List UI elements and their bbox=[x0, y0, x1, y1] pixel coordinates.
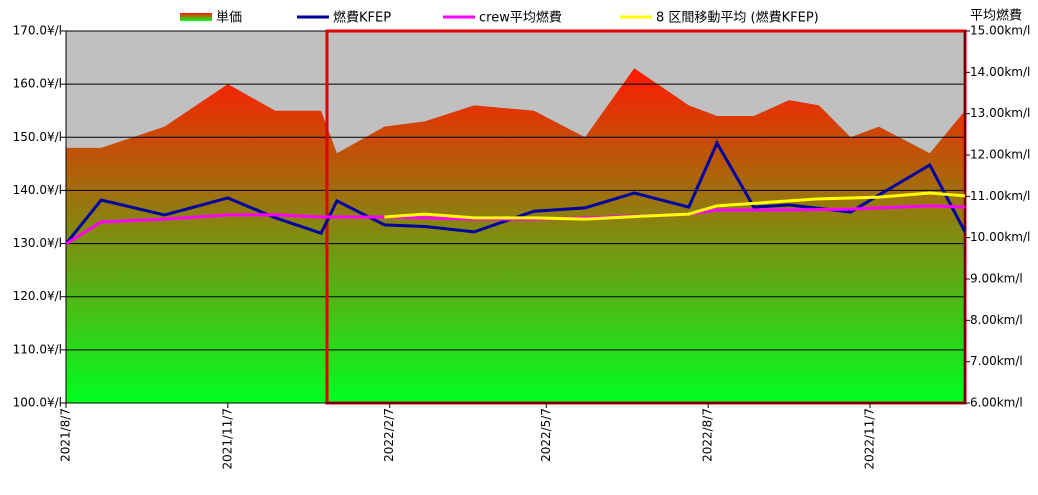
y-tick-label: 150.0¥/l bbox=[13, 130, 62, 144]
x-tick-label: 2022/11/7 bbox=[862, 408, 876, 470]
y-tick-label: 120.0¥/l bbox=[13, 289, 62, 303]
x-tick-label: 2022/2/7 bbox=[382, 408, 396, 462]
legend-label: 燃費KFEP bbox=[333, 10, 391, 26]
y2-tick-label: 15.00km/l bbox=[970, 24, 1030, 38]
y2-tick-label: 11.00km/l bbox=[970, 189, 1030, 203]
y-tick-label: 110.0¥/l bbox=[13, 342, 62, 356]
y2-tick-label: 8.00km/l bbox=[970, 313, 1023, 327]
y2-tick-label: 10.00km/l bbox=[970, 230, 1030, 244]
legend-swatch bbox=[180, 13, 212, 21]
x-tick-label: 2022/8/7 bbox=[701, 408, 715, 462]
legend-label: crew平均燃費 bbox=[479, 10, 562, 26]
y-tick-label: 100.0¥/l bbox=[13, 396, 62, 410]
legend-label: 単価 bbox=[216, 10, 242, 26]
y2-tick-label: 9.00km/l bbox=[970, 272, 1023, 286]
x-tick-label: 2022/5/7 bbox=[539, 408, 553, 462]
x-tick-label: 2021/8/7 bbox=[59, 408, 73, 462]
y-tick-label: 140.0¥/l bbox=[13, 183, 62, 197]
x-tick-label: 2021/11/7 bbox=[220, 408, 234, 470]
y-tick-label: 130.0¥/l bbox=[13, 236, 62, 250]
y-tick-label: 160.0¥/l bbox=[13, 77, 62, 91]
y2-axis-title: 平均燃費 bbox=[970, 8, 1022, 24]
y2-tick-label: 13.00km/l bbox=[970, 106, 1030, 120]
y2-tick-label: 7.00km/l bbox=[970, 354, 1023, 368]
legend-label: 8 区間移動平均 (燃費KFEP) bbox=[656, 10, 819, 26]
y2-tick-label: 14.00km/l bbox=[970, 65, 1030, 79]
y-tick-label: 170.0¥/l bbox=[13, 24, 62, 38]
area bbox=[66, 68, 965, 403]
line bbox=[384, 191, 966, 221]
y2-tick-label: 12.00km/l bbox=[970, 148, 1030, 162]
y2-tick-label: 6.00km/l bbox=[970, 396, 1023, 410]
